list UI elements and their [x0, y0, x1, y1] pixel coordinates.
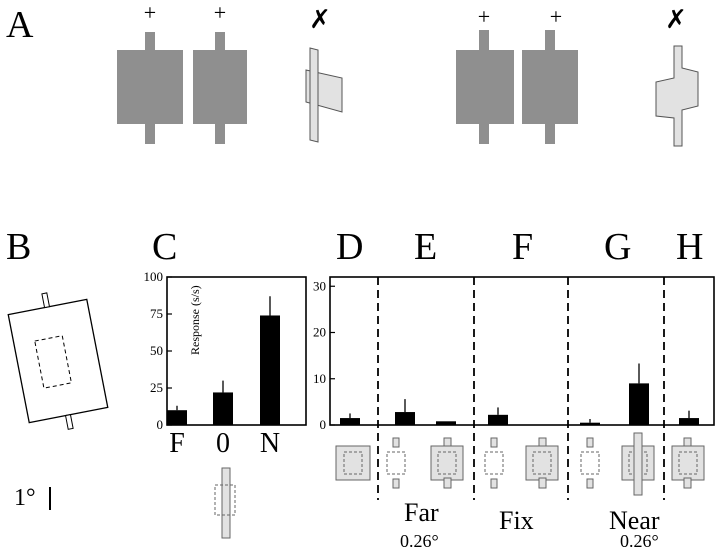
stimulus-a5 — [522, 30, 578, 144]
chart-c-category-label: 0 — [216, 428, 230, 459]
chart-dh-ytick-label: 20 — [313, 325, 326, 340]
condition-near-disparity: 0.26° — [620, 531, 659, 551]
mark-a3: ✗ — [309, 5, 331, 34]
panel-label-b: B — [6, 226, 32, 268]
mark-a1: + — [144, 0, 156, 25]
chart-c-ytick-label: 100 — [144, 269, 164, 284]
chart-c-category-label: F — [169, 428, 185, 459]
condition-near-label: Near — [609, 506, 660, 535]
chart-c-category-label: N — [260, 428, 280, 459]
panel-label-f: F — [512, 226, 534, 268]
panel-label-h: H — [676, 226, 704, 268]
mark-a6: ✗ — [665, 5, 687, 34]
dh-stimulus-icons — [335, 432, 705, 496]
chart-c-bar — [167, 410, 187, 425]
scale-bar-label: 1° — [14, 485, 36, 511]
condition-far-disparity: 0.26° — [400, 531, 439, 551]
stimulus-a2 — [193, 32, 247, 144]
panel-label-g: G — [604, 226, 632, 268]
stimulus-a6 — [655, 45, 699, 147]
chart-c-bar — [213, 392, 233, 425]
chart-c-ytick-label: 25 — [150, 380, 163, 395]
panel-label-a: A — [6, 4, 34, 46]
condition-far-label: Far — [404, 498, 439, 527]
chart-c-ytick-label: 50 — [150, 343, 163, 358]
chart-dh-bar — [580, 422, 600, 425]
chart-c-frame — [166, 276, 307, 426]
chart-dh: 0 10 20 30 — [313, 276, 715, 500]
panel-label-c: C — [152, 226, 178, 268]
chart-dh-ytick-label: 0 — [320, 417, 327, 432]
stimulus-a4 — [456, 30, 514, 144]
condition-fix-label: Fix — [499, 506, 534, 535]
chart-dh-bar — [679, 418, 699, 425]
chart-dh-frame — [329, 276, 715, 426]
chart-c-ytick-label: 75 — [150, 306, 163, 321]
chart-dh-bar — [488, 414, 508, 425]
mark-a5: + — [550, 4, 562, 29]
panel-label-e: E — [414, 226, 438, 268]
mark-a2: + — [214, 0, 226, 25]
chart-dh-bar — [340, 418, 360, 425]
mark-a4: + — [478, 4, 490, 29]
chart-dh-bar — [629, 383, 649, 425]
panel-label-d: D — [336, 226, 364, 268]
chart-c-ytick-label: 0 — [157, 417, 164, 432]
stimulus-a3 — [305, 47, 343, 143]
chart-c-bar — [260, 315, 280, 425]
stimulus-a1 — [117, 32, 183, 144]
chart-dh-bar — [395, 412, 415, 425]
chart-dh-ytick-label: 10 — [313, 371, 326, 386]
chart-c-stimulus-icon — [214, 467, 236, 539]
chart-dh-bar — [436, 421, 456, 425]
chart-dh-ytick-label: 30 — [313, 278, 326, 293]
panel-b-schematic — [7, 292, 109, 430]
panel-a-stimuli: + + ✗ + + ✗ — [117, 0, 699, 147]
